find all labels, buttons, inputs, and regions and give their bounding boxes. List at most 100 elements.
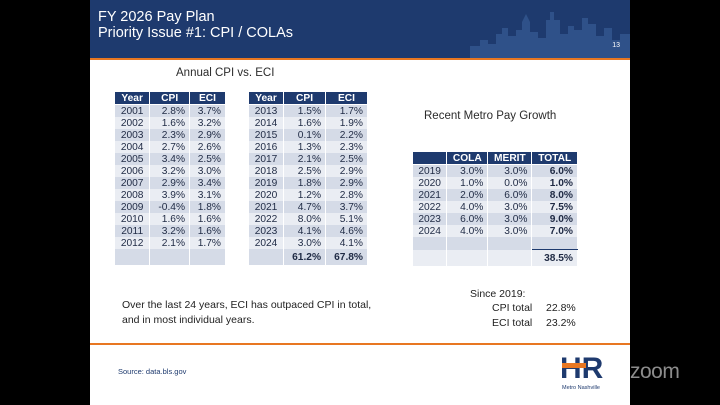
column-header: ECI bbox=[189, 91, 226, 105]
value-cell: 6.0% bbox=[446, 213, 489, 225]
value-cell: 1.6% bbox=[149, 213, 191, 225]
year-cell: 2020 bbox=[247, 189, 285, 201]
value-cell: 1.0% bbox=[446, 177, 489, 189]
value-cell: 0.1% bbox=[283, 129, 327, 141]
value-cell: 3.7% bbox=[325, 201, 368, 213]
column-header: MERIT bbox=[487, 151, 533, 165]
cpi-eci-heading: Annual CPI vs. ECI bbox=[176, 67, 275, 79]
table-row: 2003 2.3% 2.9% bbox=[113, 129, 226, 141]
value-cell: 4.0% bbox=[446, 225, 489, 237]
value-cell: 2.9% bbox=[149, 177, 191, 189]
value-cell: 1.6% bbox=[189, 225, 226, 237]
value-cell: 1.6% bbox=[189, 213, 226, 225]
value-cell: 7.0% bbox=[531, 225, 578, 237]
table-row: 2019 3.0% 3.0% 6.0% bbox=[411, 164, 578, 177]
value-cell: 3.0% bbox=[446, 164, 489, 177]
column-header: ECI bbox=[325, 91, 368, 105]
value-cell: 1.8% bbox=[283, 177, 327, 189]
value-cell: 4.7% bbox=[283, 201, 327, 213]
table-row: 2017 2.1% 2.5% bbox=[247, 153, 368, 165]
cpi-eci-table-right: Year CPI ECI 2013 1.5% 1.7% 2014 1.6% 1.9% 201… bbox=[247, 91, 368, 265]
value-cell: 3.7% bbox=[189, 104, 226, 117]
year-cell: 2023 bbox=[247, 225, 285, 237]
value-cell: 2.1% bbox=[283, 153, 327, 165]
table-row: 2014 1.6% 1.9% bbox=[247, 117, 368, 129]
blank-cell bbox=[487, 237, 533, 250]
value-cell: 3.9% bbox=[149, 189, 191, 201]
year-cell: 2005 bbox=[113, 153, 151, 165]
table-row: 2005 3.4% 2.5% bbox=[113, 153, 226, 165]
hr-logo-icon: HR Metro Nashville bbox=[558, 350, 604, 394]
table-row: 2007 2.9% 3.4% bbox=[113, 177, 226, 189]
table-row: 2009 -0.4% 1.8% bbox=[113, 201, 226, 213]
value-cell: 1.8% bbox=[189, 201, 226, 213]
column-header: COLA bbox=[446, 151, 489, 165]
blank-cell bbox=[113, 249, 151, 265]
year-cell: 2006 bbox=[113, 165, 151, 177]
hr-logo-mark: HR bbox=[560, 352, 604, 385]
year-cell: 2024 bbox=[411, 225, 448, 237]
value-cell: 2.5% bbox=[283, 165, 327, 177]
year-cell: 2003 bbox=[113, 129, 151, 141]
metro-pay-heading: Recent Metro Pay Growth bbox=[424, 110, 557, 122]
total-cell: 67.8% bbox=[325, 249, 368, 265]
hr-letters: HR bbox=[560, 352, 604, 384]
value-cell: 1.7% bbox=[325, 104, 368, 117]
value-cell: 3.2% bbox=[149, 225, 191, 237]
cpi-total-value: 22.8% bbox=[546, 302, 576, 314]
table-row: 2011 3.2% 1.6% bbox=[113, 225, 226, 237]
value-cell: 5.1% bbox=[325, 213, 368, 225]
table-row: 2024 3.0% 4.1% bbox=[247, 237, 368, 249]
slide: FY 2026 Pay Plan Priority Issue #1: CPI … bbox=[90, 0, 630, 405]
year-cell: 2016 bbox=[247, 141, 285, 153]
logo-caption: Metro Nashville bbox=[562, 385, 600, 391]
value-cell: 0.0% bbox=[487, 177, 533, 189]
year-cell: 2001 bbox=[113, 104, 151, 117]
table-row-blank bbox=[113, 249, 226, 265]
year-cell: 2018 bbox=[247, 165, 285, 177]
table-row: 2021 4.7% 3.7% bbox=[247, 201, 368, 213]
year-cell: 2008 bbox=[113, 189, 151, 201]
slide-subtitle: Priority Issue #1: CPI / COLAs bbox=[98, 25, 294, 41]
value-cell: 2.3% bbox=[149, 129, 191, 141]
column-header: Year bbox=[113, 91, 151, 105]
footer-divider bbox=[90, 343, 630, 345]
column-header: Year bbox=[247, 91, 285, 105]
value-cell: 2.9% bbox=[325, 177, 368, 189]
blank-cell bbox=[446, 237, 489, 250]
value-cell: 1.5% bbox=[283, 104, 327, 117]
year-cell: 2010 bbox=[113, 213, 151, 225]
year-cell: 2009 bbox=[113, 201, 151, 213]
value-cell: 3.0% bbox=[487, 164, 533, 177]
year-cell: 2023 bbox=[411, 213, 448, 225]
value-cell: 2.8% bbox=[325, 189, 368, 201]
totals-row: 61.2% 67.8% bbox=[247, 249, 368, 265]
table-row: 2023 6.0% 3.0% 9.0% bbox=[411, 213, 578, 225]
value-cell: 1.3% bbox=[283, 141, 327, 153]
table-row: 2016 1.3% 2.3% bbox=[247, 141, 368, 153]
year-cell: 2015 bbox=[247, 129, 285, 141]
table-row: 2001 2.8% 3.7% bbox=[113, 104, 226, 117]
table-row: 2002 1.6% 3.2% bbox=[113, 117, 226, 129]
source-citation: Source: data.bls.gov bbox=[118, 367, 187, 376]
year-cell: 2021 bbox=[247, 201, 285, 213]
slide-title: FY 2026 Pay Plan bbox=[98, 9, 215, 25]
value-cell: 3.1% bbox=[189, 189, 226, 201]
blank-cell bbox=[411, 237, 448, 250]
eci-total-label: ECI total bbox=[492, 317, 533, 329]
year-cell: 2021 bbox=[411, 189, 448, 201]
header-divider bbox=[90, 58, 630, 60]
year-cell: 2002 bbox=[113, 117, 151, 129]
value-cell: 3.0% bbox=[487, 213, 533, 225]
value-cell: 2.9% bbox=[189, 129, 226, 141]
year-cell: 2019 bbox=[247, 177, 285, 189]
table-row: 2015 0.1% 2.2% bbox=[247, 129, 368, 141]
value-cell: 4.1% bbox=[325, 237, 368, 249]
table-row-blank bbox=[411, 237, 578, 250]
city-skyline-graphic bbox=[470, 12, 630, 58]
value-cell: 3.2% bbox=[149, 165, 191, 177]
value-cell: 2.7% bbox=[149, 141, 191, 153]
year-cell: 2019 bbox=[411, 164, 448, 177]
year-cell: 2007 bbox=[113, 177, 151, 189]
value-cell: 6.0% bbox=[531, 164, 578, 177]
